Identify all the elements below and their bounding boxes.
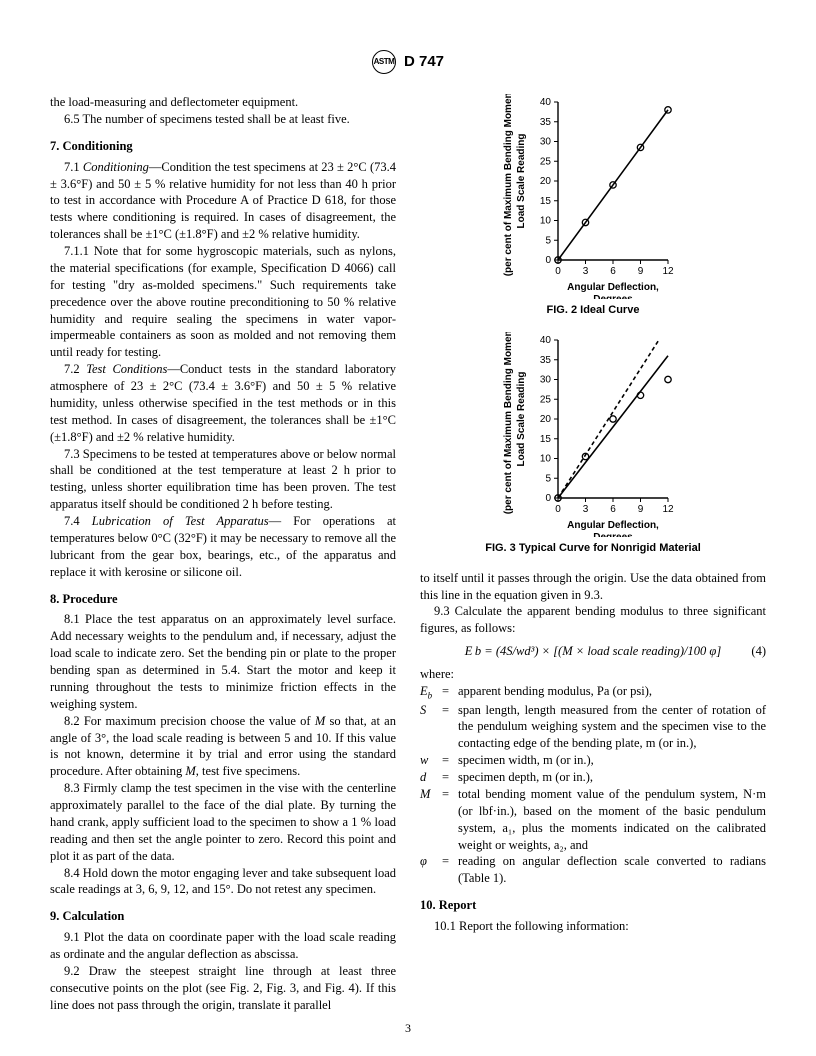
figure-3: 0 3 6 9 12 0 5 10 15 20 25 30 35 40 Angular Deflection…	[420, 332, 766, 556]
svg-text:Angular Deflection,: Angular Deflection,	[567, 282, 659, 293]
svg-text:30: 30	[540, 137, 552, 148]
where-row: d=specimen depth, m (or in.),	[420, 769, 766, 786]
astm-logo-icon: ASTM	[372, 50, 396, 74]
figure-2: 0 3 6 9 12 0 5 10 15 20 25 30 35 40 Angular Deflection…	[420, 94, 766, 318]
eq-number: (4)	[751, 643, 766, 660]
fig2-chart: 0 3 6 9 12 0 5 10 15 20 25 30 35 40 Angular Deflection…	[493, 94, 693, 299]
where-row: Eb=apparent bending modulus, Pa (or psi)…	[420, 683, 766, 702]
svg-text:25: 25	[540, 156, 552, 167]
svg-text:35: 35	[540, 117, 552, 128]
where-symbol: M	[420, 786, 442, 854]
svg-text:12: 12	[662, 266, 674, 277]
svg-text:6: 6	[610, 266, 616, 277]
svg-text:0: 0	[555, 504, 561, 515]
svg-text:15: 15	[540, 434, 552, 445]
svg-text:Degrees: Degrees	[593, 294, 633, 299]
svg-text:Degrees: Degrees	[593, 532, 633, 537]
para-7-4: 7.4 Lubrication of Test Apparatus— For o…	[50, 513, 396, 581]
para-7-1: 7.1 Conditioning—Condition the test spec…	[50, 159, 396, 243]
svg-text:Load Scale Reading: Load Scale Reading	[516, 133, 527, 228]
svg-text:(per cent of Maximum Bending M: (per cent of Maximum Bending Moment)	[503, 332, 514, 514]
where-label: where:	[420, 666, 766, 683]
where-eq: =	[442, 769, 458, 786]
para-7-1-1: 7.1.1 Note that for some hygroscopic mat…	[50, 243, 396, 361]
svg-text:6: 6	[610, 504, 616, 515]
where-def: reading on angular deflection scale conv…	[458, 853, 766, 887]
svg-text:10: 10	[540, 216, 552, 227]
where-def: apparent bending modulus, Pa (or psi),	[458, 683, 766, 702]
svg-text:3: 3	[583, 504, 589, 515]
where-def: specimen depth, m (or in.),	[458, 769, 766, 786]
svg-text:9: 9	[638, 504, 644, 515]
where-symbol: w	[420, 752, 442, 769]
where-list: Eb=apparent bending modulus, Pa (or psi)…	[420, 683, 766, 887]
equation-4: E b = (4S/wd³) × [(M × load scale readin…	[420, 643, 766, 660]
svg-text:15: 15	[540, 196, 552, 207]
svg-text:0: 0	[555, 266, 561, 277]
svg-text:35: 35	[540, 355, 552, 366]
svg-text:0: 0	[545, 255, 551, 266]
where-eq: =	[442, 702, 458, 753]
where-symbol: φ	[420, 853, 442, 887]
svg-text:5: 5	[545, 473, 551, 484]
svg-text:3: 3	[583, 266, 589, 277]
where-symbol: Eb	[420, 683, 442, 702]
where-row: S=span length, length measured from the …	[420, 702, 766, 753]
svg-text:20: 20	[540, 414, 552, 425]
para-8-2: 8.2 For maximum precision choose the val…	[50, 713, 396, 781]
fig2-caption: FIG. 2 Ideal Curve	[420, 303, 766, 318]
svg-text:10: 10	[540, 453, 552, 464]
sec-7-heading: 7. Conditioning	[50, 138, 396, 155]
svg-text:5: 5	[545, 235, 551, 246]
sec-8-heading: 8. Procedure	[50, 591, 396, 608]
page-header: ASTM D 747	[50, 50, 766, 74]
page-number: 3	[0, 1020, 816, 1036]
document-id: D 747	[404, 52, 444, 72]
para-6-5: 6.5 The number of specimens tested shall…	[50, 111, 396, 128]
where-symbol: d	[420, 769, 442, 786]
where-def: span length, length measured from the ce…	[458, 702, 766, 753]
svg-text:Load Scale Reading: Load Scale Reading	[516, 371, 527, 466]
para-9-3: 9.3 Calculate the apparent bending modul…	[420, 603, 766, 637]
para-7-2: 7.2 Test Conditions—Conduct tests in the…	[50, 361, 396, 445]
sec-9-heading: 9. Calculation	[50, 908, 396, 925]
svg-text:30: 30	[540, 374, 552, 385]
svg-text:40: 40	[540, 97, 552, 108]
para-10-1: 10.1 Report the following information:	[420, 918, 766, 935]
where-symbol: S	[420, 702, 442, 753]
where-def: total bending moment value of the pendul…	[458, 786, 766, 854]
para-8-3: 8.3 Firmly clamp the test specimen in th…	[50, 780, 396, 864]
svg-text:0: 0	[545, 493, 551, 504]
svg-text:9: 9	[638, 266, 644, 277]
para-8-1: 8.1 Place the test apparatus on an appro…	[50, 611, 396, 712]
where-row: M=total bending moment value of the pend…	[420, 786, 766, 854]
svg-text:40: 40	[540, 335, 552, 346]
para-9-2: 9.2 Draw the steepest straight line thro…	[50, 963, 396, 1014]
para-col2-cont: to itself until it passes through the or…	[420, 570, 766, 604]
where-def: specimen width, m (or in.),	[458, 752, 766, 769]
svg-text:20: 20	[540, 176, 552, 187]
where-row: w=specimen width, m (or in.),	[420, 752, 766, 769]
eq-text: E b = (4S/wd³) × [(M × load scale readin…	[465, 644, 721, 658]
fig3-caption: FIG. 3 Typical Curve for Nonrigid Materi…	[420, 541, 766, 556]
svg-text:25: 25	[540, 394, 552, 405]
svg-text:12: 12	[662, 504, 674, 515]
fig3-chart: 0 3 6 9 12 0 5 10 15 20 25 30 35 40 Angular Deflection…	[493, 332, 693, 537]
para-load-measuring: the load-measuring and deflectometer equ…	[50, 94, 396, 111]
sec-10-heading: 10. Report	[420, 897, 766, 914]
body-columns: the load-measuring and deflectometer equ…	[50, 94, 766, 1019]
where-eq: =	[442, 752, 458, 769]
where-eq: =	[442, 853, 458, 887]
where-row: φ=reading on angular deflection scale co…	[420, 853, 766, 887]
where-eq: =	[442, 683, 458, 702]
para-7-3: 7.3 Specimens to be tested at temperatur…	[50, 446, 396, 514]
para-9-1: 9.1 Plot the data on coordinate paper wi…	[50, 929, 396, 963]
para-8-4: 8.4 Hold down the motor engaging lever a…	[50, 865, 396, 899]
svg-text:(per cent of Maximum Bending M: (per cent of Maximum Bending Moment)	[503, 94, 514, 276]
svg-text:Angular Deflection,: Angular Deflection,	[567, 520, 659, 531]
where-eq: =	[442, 786, 458, 854]
